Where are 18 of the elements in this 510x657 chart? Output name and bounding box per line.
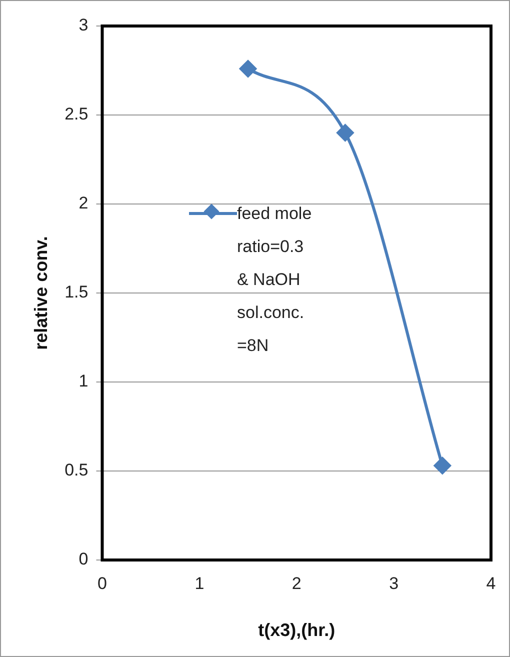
y-tick-label: 2 (78, 194, 88, 213)
x-tick-label: 4 (486, 574, 496, 593)
y-tick-label: 1.5 (64, 282, 88, 302)
y-tick-label: 0.5 (64, 460, 88, 480)
y-axis-title: relative conv. (30, 236, 51, 350)
x-tick-label: 2 (292, 574, 302, 593)
y-tick-label: 0 (78, 550, 88, 569)
legend-label: feed mole ratio=0.3 & NaOH sol.conc. =8N (237, 203, 313, 357)
point (336, 124, 354, 142)
y-tick-label: 2.5 (64, 104, 88, 124)
y-tick-label: 1 (78, 372, 88, 391)
point (434, 457, 451, 474)
y-tick-label: 3 (78, 16, 88, 35)
x-axis-title: t(x3),(hr.) (258, 620, 336, 640)
point (240, 60, 257, 78)
x-tick-label: 3 (389, 574, 399, 593)
x-tick-label: 0 (98, 574, 107, 593)
x-tick-label: 1 (194, 574, 204, 593)
